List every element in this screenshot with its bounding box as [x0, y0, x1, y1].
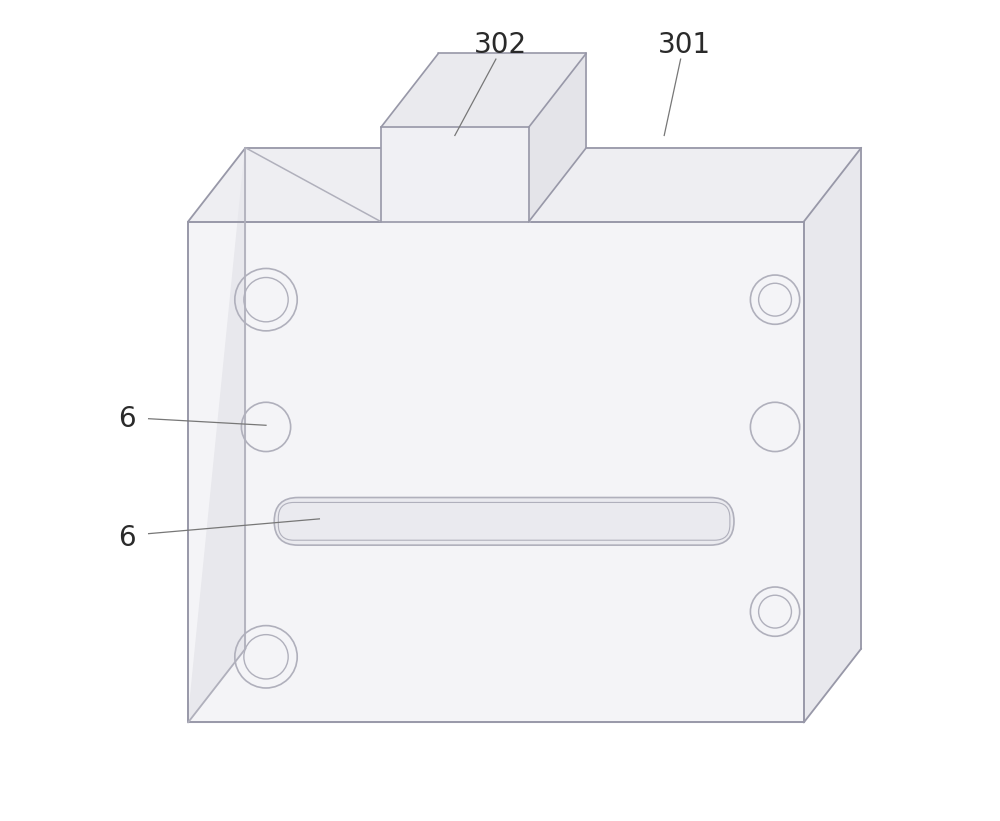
Text: 302: 302: [473, 31, 527, 59]
Polygon shape: [188, 148, 861, 222]
Polygon shape: [381, 127, 529, 222]
Text: 6: 6: [118, 524, 135, 552]
FancyBboxPatch shape: [274, 498, 734, 545]
Text: 301: 301: [658, 31, 711, 59]
Polygon shape: [804, 148, 861, 722]
Polygon shape: [529, 53, 586, 222]
Polygon shape: [188, 148, 245, 722]
Polygon shape: [381, 53, 586, 127]
Text: 6: 6: [118, 405, 135, 433]
Polygon shape: [188, 222, 804, 722]
